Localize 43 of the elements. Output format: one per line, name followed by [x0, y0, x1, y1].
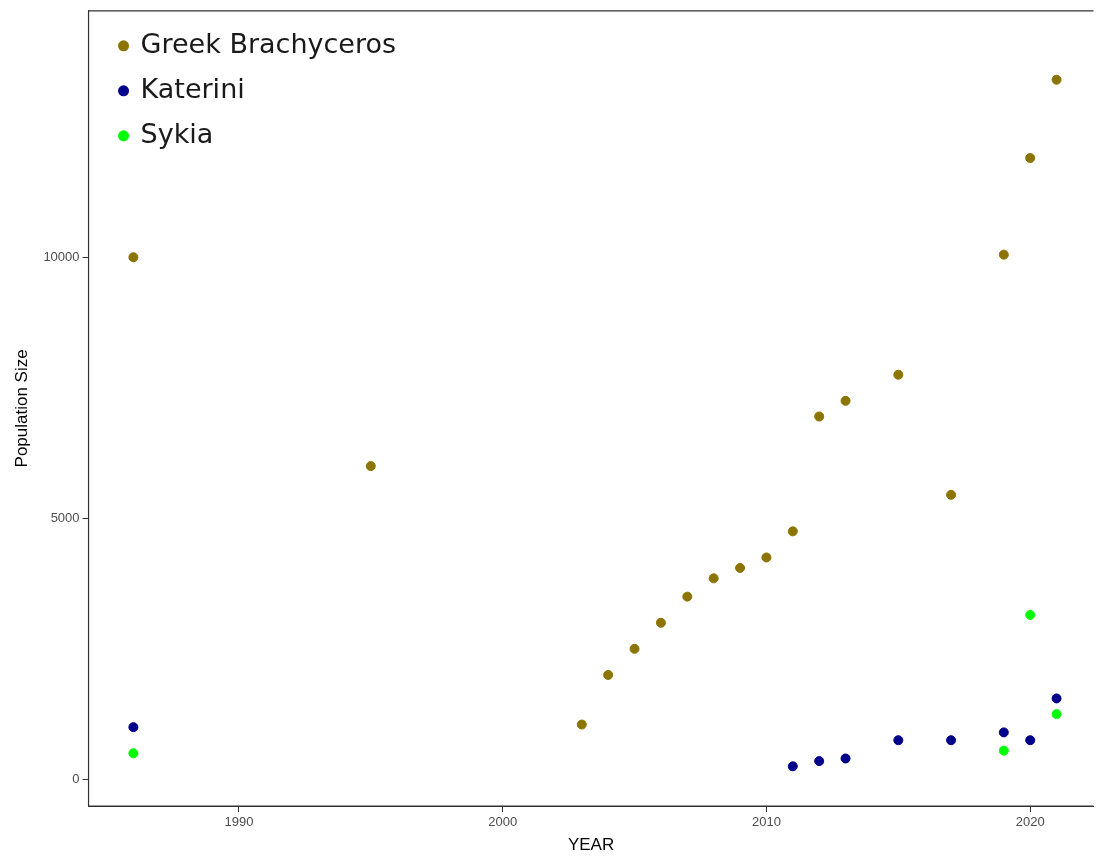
point	[787, 526, 798, 537]
x-tick-label: 2000	[488, 814, 518, 830]
point	[1025, 609, 1036, 620]
point	[576, 719, 587, 730]
point	[840, 753, 851, 764]
y-tick-label: 5000	[50, 509, 80, 525]
point	[1025, 153, 1036, 164]
point	[1051, 693, 1062, 704]
point	[1051, 74, 1062, 85]
point	[840, 395, 851, 406]
point	[946, 489, 957, 500]
x-tick-label: 2020	[1015, 814, 1045, 830]
point	[128, 748, 139, 759]
legend-label: Greek Brachyceros	[140, 27, 397, 59]
x-tick-label: 2010	[751, 814, 781, 830]
y-tick-label: 10000	[43, 248, 80, 264]
x-tick-label: 1990	[224, 814, 254, 830]
point	[603, 669, 614, 680]
point	[128, 722, 139, 733]
point	[1025, 735, 1036, 746]
point	[893, 369, 904, 380]
point	[365, 461, 376, 472]
y-tick-label: 0	[72, 770, 80, 786]
point	[128, 252, 139, 263]
point	[946, 735, 957, 746]
point	[1051, 709, 1062, 720]
point	[735, 562, 746, 573]
x-axis-title: YEAR	[567, 835, 615, 855]
point	[787, 761, 798, 772]
point	[708, 573, 719, 584]
point	[814, 756, 825, 767]
point	[998, 727, 1009, 738]
point	[814, 411, 825, 422]
legend-label: Katerini	[140, 72, 245, 104]
point	[998, 745, 1009, 756]
point	[893, 735, 904, 746]
point	[682, 591, 693, 602]
point	[629, 643, 640, 654]
y-axis-title: Population Size	[11, 349, 31, 468]
point	[761, 552, 772, 563]
point	[655, 617, 666, 628]
legend-label: Sykia	[140, 117, 214, 149]
point	[998, 249, 1009, 260]
